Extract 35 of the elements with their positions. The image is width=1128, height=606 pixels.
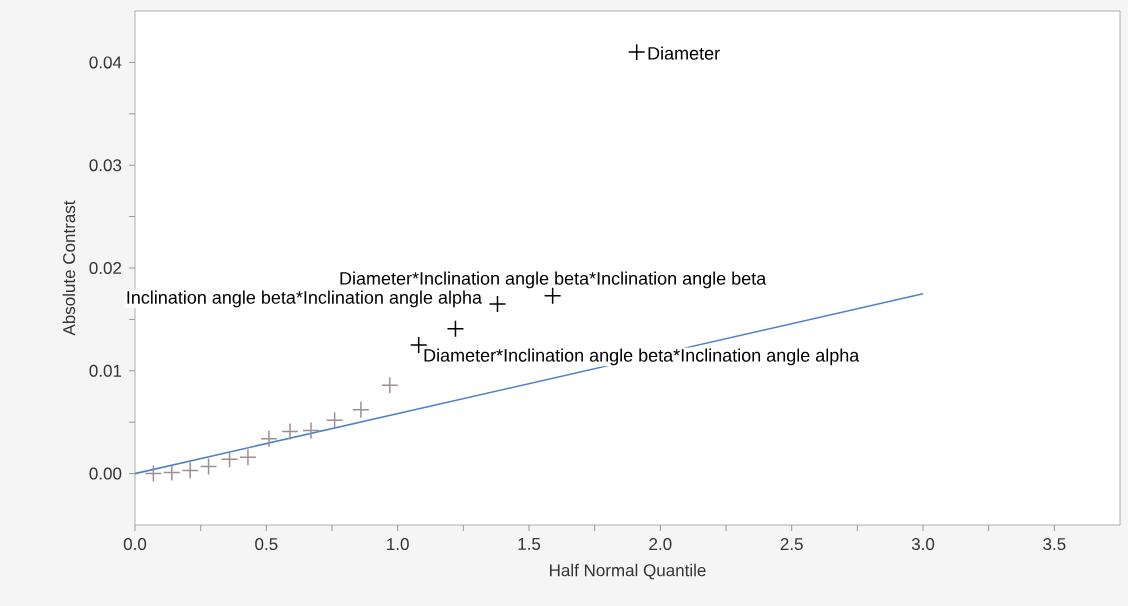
point	[381, 376, 399, 394]
annotation: Diameter	[648, 46, 720, 60]
point	[239, 448, 257, 466]
point	[325, 411, 344, 429]
point	[302, 421, 320, 440]
point	[281, 422, 299, 441]
point	[199, 457, 218, 476]
point	[446, 319, 465, 338]
point	[627, 43, 646, 61]
y-tick-label: 0.04	[89, 56, 122, 69]
annotation: Inclination angle beta*Inclination angle alpha	[127, 290, 482, 308]
point	[543, 287, 562, 305]
x-tick-label: 2.5	[780, 538, 803, 551]
annotation: Diameter*Inclination angle beta*Inclination angle alpha	[424, 348, 860, 366]
x-tick-label: 1.5	[518, 538, 541, 550]
y-tick-label: 0.03	[89, 159, 122, 172]
x-tick-label: 3.5	[1043, 538, 1066, 551]
y-axis-title: Absolute Contrast	[62, 200, 76, 336]
point	[352, 401, 370, 419]
x-tick-label: 2.0	[649, 538, 672, 551]
annotation: Diameter*Inclination angle beta*Inclination angle beta	[340, 271, 767, 289]
x-axis-title: Half Normal Quantile	[550, 563, 706, 580]
x-tick-label: 3.0	[911, 538, 935, 551]
point	[181, 461, 199, 480]
x-tick-label: 0.5	[255, 538, 278, 551]
x-tick-label: 1.0	[387, 538, 409, 551]
x-tick-label: 0.0	[123, 538, 147, 551]
point	[163, 463, 181, 482]
y-tick-label: 0.02	[89, 262, 122, 275]
y-tick-label: 0.00	[89, 467, 122, 480]
y-tick-label: 0.01	[89, 364, 122, 377]
point	[488, 295, 507, 313]
point	[260, 429, 278, 448]
point	[144, 464, 163, 483]
point	[220, 450, 239, 468]
